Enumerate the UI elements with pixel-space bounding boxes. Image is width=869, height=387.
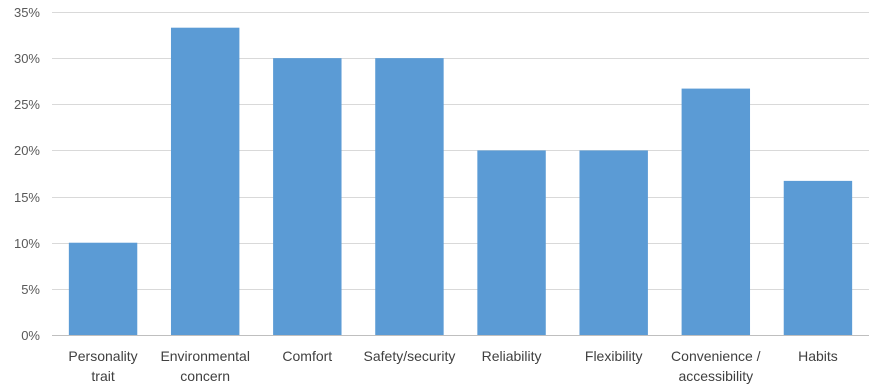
y-tick-label: 25% (14, 97, 40, 112)
y-tick-label: 15% (14, 190, 40, 205)
bar (681, 88, 751, 336)
bar (375, 58, 444, 336)
y-tick-label: 35% (14, 5, 40, 20)
x-category-label: concern (180, 368, 230, 384)
y-tick-label: 5% (21, 282, 40, 297)
x-category-label: accessibility (678, 368, 753, 384)
bar (68, 242, 138, 335)
x-category-label: Comfort (282, 348, 332, 364)
x-category-label: Convenience / (671, 348, 761, 364)
x-category-label: Environmental (160, 348, 250, 364)
x-category-label: trait (91, 368, 114, 384)
y-tick-label: 20% (14, 143, 40, 158)
bars (68, 27, 853, 336)
x-category-label: Reliability (482, 348, 542, 364)
x-category-label: Personality (68, 348, 137, 364)
bar (170, 27, 240, 336)
y-tick-label: 10% (14, 236, 40, 251)
bar (477, 150, 546, 335)
y-tick-label: 30% (14, 51, 40, 66)
x-category-label: Habits (798, 348, 838, 364)
bar (579, 150, 648, 335)
y-tick-label: 0% (21, 328, 40, 343)
bar (783, 180, 853, 335)
bar (273, 58, 342, 336)
x-category-label: Safety/security (364, 348, 456, 364)
x-category-label: Flexibility (585, 348, 643, 364)
x-axis-category-labels: Personality trait Environmental concern Comf… (68, 348, 837, 384)
y-axis-tick-labels: 0% 5% 10% 15% 20% 25% 30% 35% (14, 5, 40, 343)
